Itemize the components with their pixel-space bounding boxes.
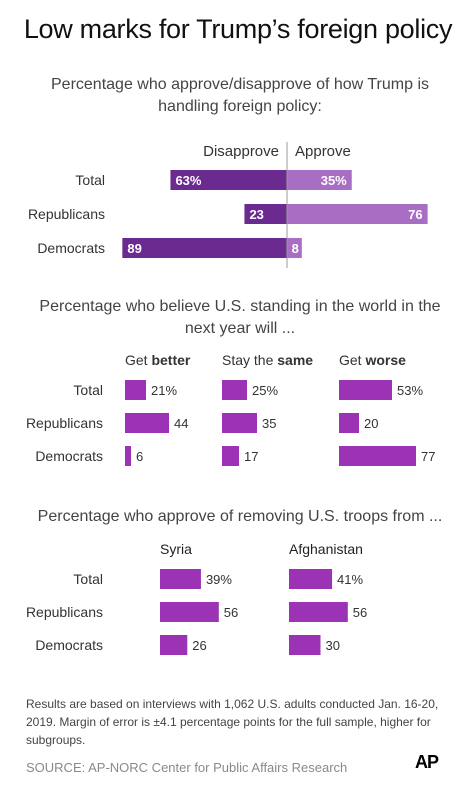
bar-disapprove [170, 170, 287, 190]
data-label: 56 [353, 605, 367, 620]
column-header: Stay the same [222, 352, 313, 368]
data-label: 20 [364, 416, 378, 431]
bar [289, 602, 348, 622]
ap-logo: AP [415, 752, 439, 772]
bar-approve [287, 204, 428, 224]
troops-chart: Syria 39% 56 26 Afghanistan 41% 56 30 Total Repub… [26, 541, 367, 655]
data-label: 17 [244, 449, 258, 464]
category-label: Total [73, 571, 103, 587]
category-label: Democrats [35, 637, 103, 653]
chart3-title: Percentage who approve of removing U.S. … [37, 508, 443, 525]
data-label: 44 [174, 416, 188, 431]
chart2-title: Percentage who believe U.S. standing in … [39, 298, 441, 337]
category-label: Democrats [37, 240, 105, 256]
bar [222, 413, 257, 433]
column-header: Afghanistan [289, 541, 363, 557]
data-label: 39% [206, 572, 232, 587]
bar-disapprove [122, 238, 287, 258]
data-label: 41% [337, 572, 363, 587]
data-label-disapprove: 89 [127, 241, 141, 256]
bar [125, 446, 131, 466]
data-label-disapprove: 23 [249, 207, 263, 222]
category-label: Total [73, 382, 103, 398]
bar [125, 413, 169, 433]
chart1-title: Percentage who approve/disapprove of how… [51, 76, 429, 115]
data-label: 6 [136, 449, 143, 464]
bar-approve [287, 170, 352, 190]
data-label: 77 [421, 449, 435, 464]
legend-approve: Approve [295, 143, 351, 160]
data-label: 56 [224, 605, 238, 620]
bar [125, 380, 146, 400]
legend-disapprove: Disapprove [203, 143, 279, 160]
data-label: 25% [252, 383, 278, 398]
standing-chart: Get better 21% 44 6 Stay the same 25% 35 17 Get … [26, 352, 435, 466]
bar [160, 602, 219, 622]
data-label: 21% [151, 383, 177, 398]
data-label-approve: 35% [321, 173, 347, 188]
bar [289, 569, 333, 589]
source-credit: SOURCE: AP-NORC Center for Public Affair… [26, 760, 348, 775]
bar-approve [287, 238, 302, 258]
footnote: Results are based on interviews with 1,0… [26, 697, 439, 747]
data-label-approve: 8 [292, 241, 299, 256]
category-label: Total [75, 172, 105, 188]
category-label: Republicans [26, 604, 103, 620]
bar [222, 446, 239, 466]
bar [160, 569, 201, 589]
approval-chart: Disapprove Approve Total 63% 35% Republicans 2… [28, 142, 428, 268]
data-label: 26 [192, 638, 206, 653]
bar [160, 635, 188, 655]
column-header: Get worse [339, 352, 406, 368]
category-label: Republicans [28, 206, 105, 222]
category-label: Republicans [26, 415, 103, 431]
bar-disapprove [244, 204, 287, 224]
bar [339, 413, 359, 433]
data-label: 53% [397, 383, 423, 398]
column-header: Get better [125, 352, 191, 368]
bar [222, 380, 247, 400]
data-label-disapprove: 63% [175, 173, 201, 188]
data-label: 30 [326, 638, 340, 653]
bar [289, 635, 321, 655]
page-title: Low marks for Trump’s foreign policy [23, 14, 453, 44]
category-label: Democrats [35, 448, 103, 464]
column-header: Syria [160, 541, 192, 557]
bar [339, 380, 392, 400]
data-label-approve: 76 [408, 207, 422, 222]
data-label: 35 [262, 416, 276, 431]
bar [339, 446, 416, 466]
